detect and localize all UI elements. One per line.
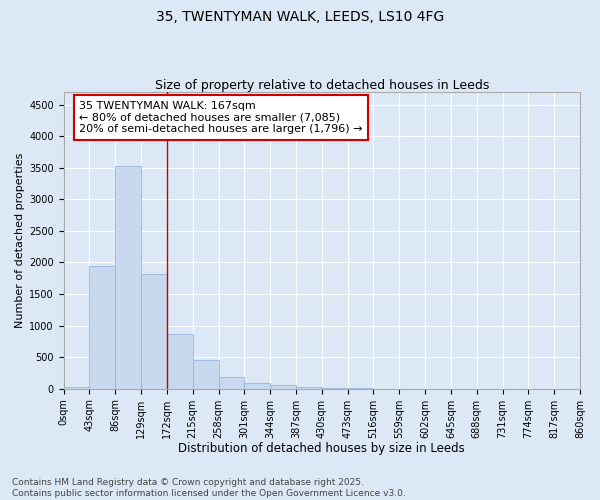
Text: 35 TWENTYMAN WALK: 167sqm
← 80% of detached houses are smaller (7,085)
20% of se: 35 TWENTYMAN WALK: 167sqm ← 80% of detac… [79, 101, 362, 134]
Y-axis label: Number of detached properties: Number of detached properties [15, 152, 25, 328]
Bar [141, 274, 167, 388]
Bar [244, 382, 270, 388]
Bar [89, 266, 115, 388]
Bar [115, 166, 141, 388]
Bar [64, 387, 89, 388]
Bar [167, 334, 193, 388]
Bar [296, 387, 322, 388]
Bar [193, 360, 218, 388]
Bar [270, 386, 296, 388]
X-axis label: Distribution of detached houses by size in Leeds: Distribution of detached houses by size … [178, 442, 465, 455]
Title: Size of property relative to detached houses in Leeds: Size of property relative to detached ho… [155, 79, 489, 92]
Text: Contains HM Land Registry data © Crown copyright and database right 2025.
Contai: Contains HM Land Registry data © Crown c… [12, 478, 406, 498]
Text: 35, TWENTYMAN WALK, LEEDS, LS10 4FG: 35, TWENTYMAN WALK, LEEDS, LS10 4FG [156, 10, 444, 24]
Bar [218, 377, 244, 388]
